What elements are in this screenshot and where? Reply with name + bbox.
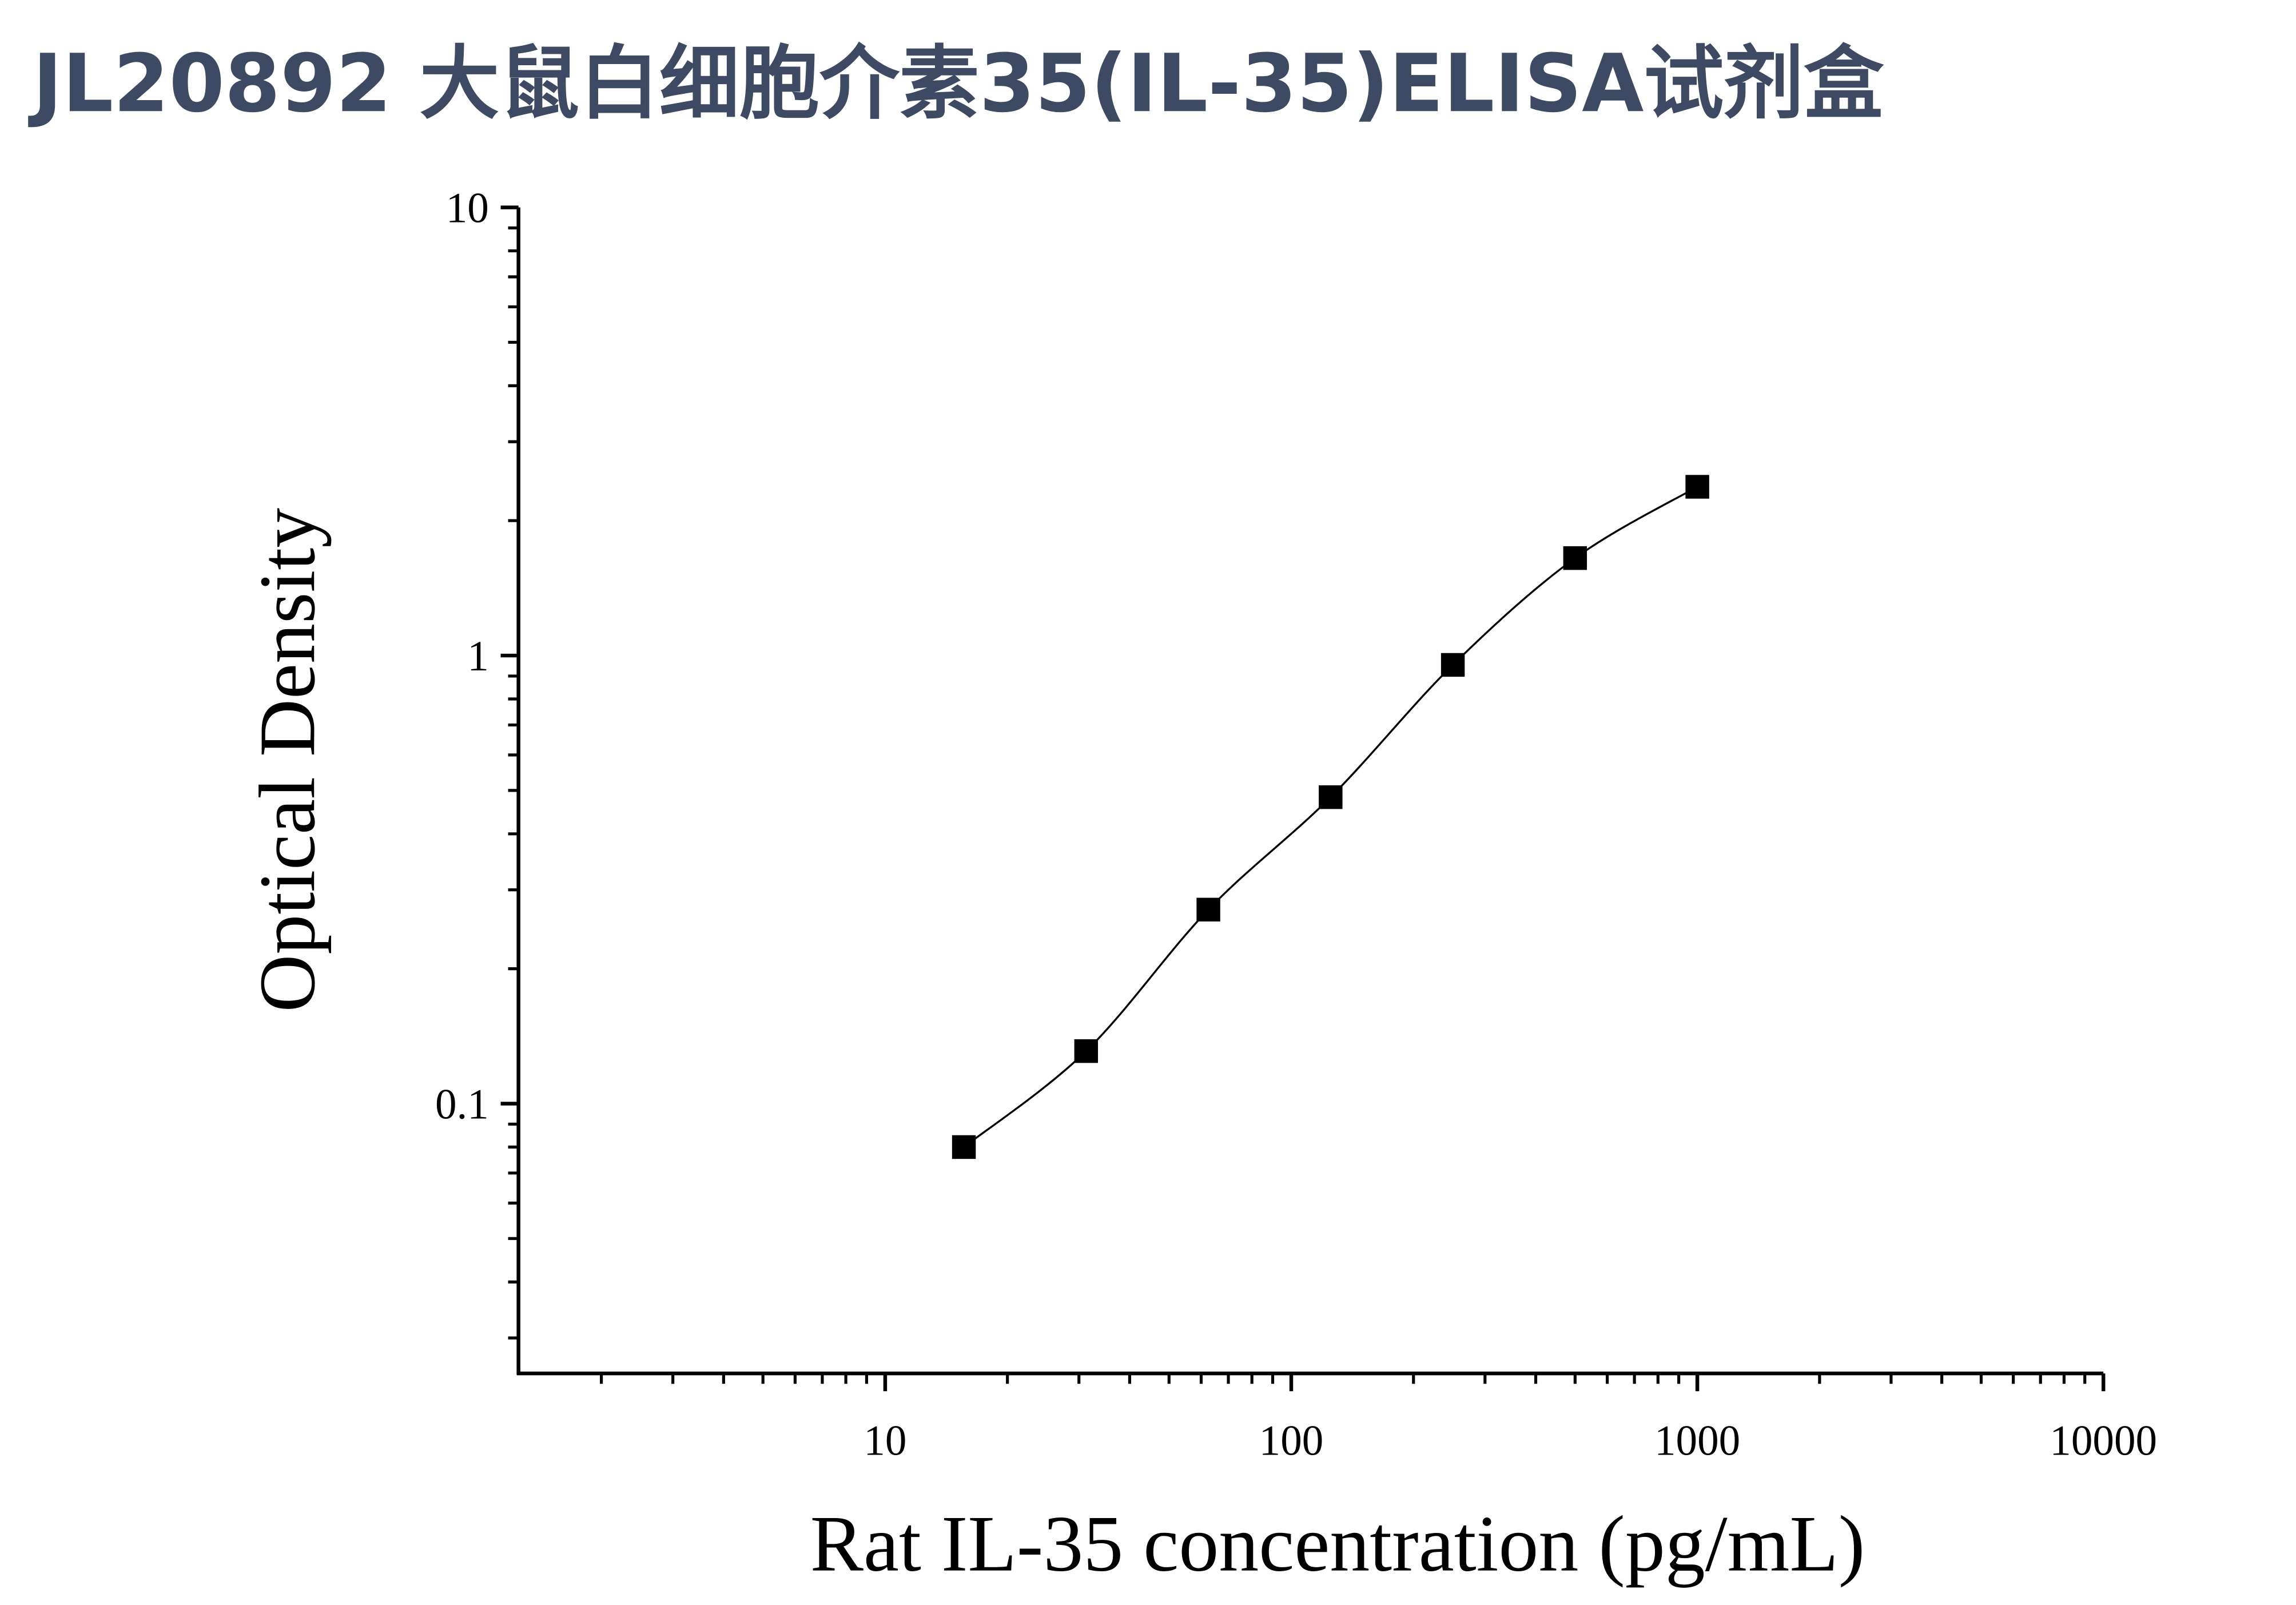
x-tick-label: 100 — [1259, 1417, 1324, 1465]
x-tick-label: 1000 — [1654, 1417, 1740, 1465]
y-axis-label: Optical Density — [243, 508, 332, 1012]
fit-curve — [963, 486, 1698, 1148]
data-point — [1319, 785, 1343, 809]
x-axis-label: Rat IL-35 concentration (pg/mL) — [810, 1500, 1865, 1588]
data-point — [952, 1135, 976, 1159]
data-point — [1196, 897, 1220, 922]
y-tick-label: 10 — [446, 185, 489, 232]
chart-title: JL20892 大鼠白细胞介素35(IL-35)ELISA试剂盒 — [28, 37, 1884, 130]
data-point — [1074, 1039, 1099, 1063]
x-tick-label: 10 — [864, 1417, 906, 1465]
x-tick-label: 10000 — [2050, 1417, 2157, 1465]
data-point — [1441, 653, 1465, 677]
y-tick-label: 1 — [467, 633, 489, 680]
data-point — [1685, 475, 1709, 499]
data-point — [1563, 546, 1587, 570]
y-tick-label: 0.1 — [435, 1080, 489, 1128]
